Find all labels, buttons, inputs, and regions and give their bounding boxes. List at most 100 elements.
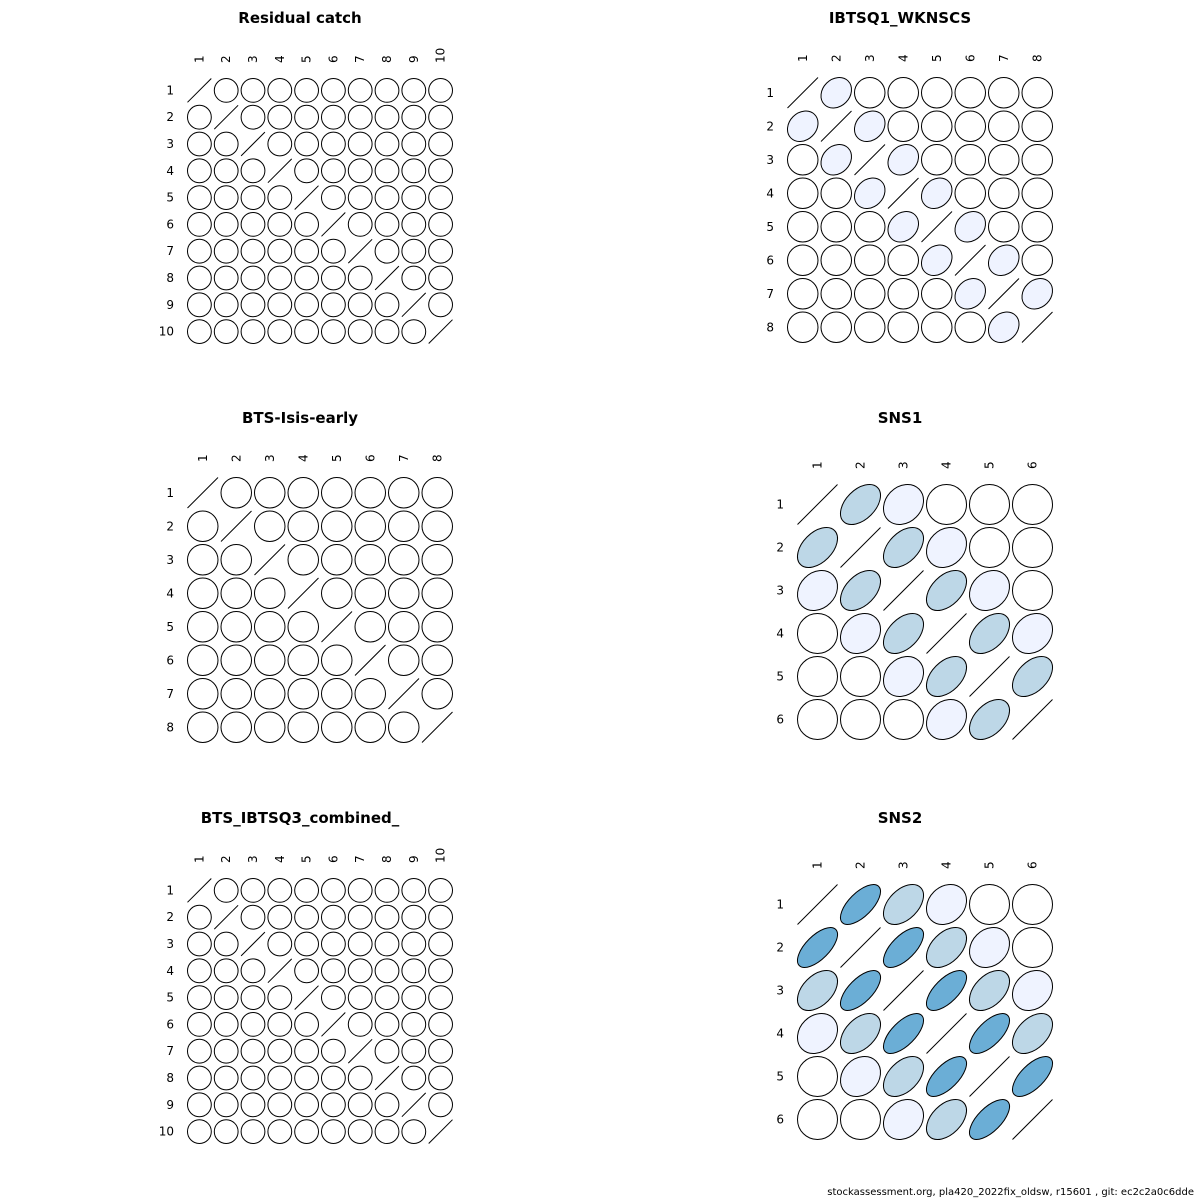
correlation-ellipse <box>254 678 286 710</box>
correlation-ellipse <box>787 144 819 176</box>
correlation-ellipse <box>354 678 386 710</box>
row-label: 4 <box>776 627 784 641</box>
correlation-ellipse <box>988 211 1020 243</box>
correlation-ellipse <box>954 211 986 243</box>
correlation-ellipse <box>186 104 212 130</box>
correlation-ellipse <box>213 1065 239 1091</box>
correlation-ellipse <box>428 104 454 130</box>
correlation-ellipse <box>1021 244 1053 276</box>
row-label: 3 <box>166 553 174 567</box>
correlation-ellipse <box>294 904 319 930</box>
correlation-ellipse <box>401 104 427 130</box>
diagonal-mark <box>883 970 924 1011</box>
row-label: 1 <box>776 898 784 912</box>
correlation-ellipse <box>401 1119 427 1144</box>
correlation-ellipse <box>354 544 386 576</box>
correlation-ellipse <box>186 931 212 957</box>
correlation-ellipse <box>1012 927 1053 968</box>
correlation-ellipse <box>388 611 420 643</box>
diagonal-mark <box>321 611 353 643</box>
correlation-ellipse <box>240 1012 266 1037</box>
diagonal-mark <box>374 1065 400 1091</box>
diagonal-mark <box>401 1092 427 1118</box>
correlation-ellipse <box>388 711 420 743</box>
correlation-ellipse <box>787 211 819 243</box>
correlation-ellipse <box>347 904 373 930</box>
diagonal-mark <box>347 238 373 264</box>
column-label: 1 <box>811 461 825 469</box>
correlation-ellipse <box>321 158 346 184</box>
correlation-ellipse <box>321 510 353 542</box>
diagonal-mark <box>187 78 212 103</box>
correlation-ellipse <box>428 265 454 291</box>
column-label: 10 <box>434 848 448 863</box>
correlation-ellipse <box>294 158 320 184</box>
correlation-ellipse <box>925 1099 967 1141</box>
column-label: 7 <box>353 55 367 63</box>
row-label: 9 <box>166 298 174 312</box>
correlation-ellipse <box>213 985 239 1010</box>
correlation-ellipse <box>220 477 252 509</box>
diagonal-mark <box>374 265 400 291</box>
column-label: 2 <box>219 855 233 863</box>
correlation-ellipse <box>839 570 881 612</box>
correlation-ellipse <box>267 319 293 345</box>
correlation-ellipse <box>320 1092 346 1118</box>
correlation-ellipse <box>187 644 219 676</box>
diagonal-mark <box>969 1056 1010 1097</box>
row-label: 4 <box>166 164 174 178</box>
correlation-ellipse <box>797 656 838 697</box>
panel-title: BTS_IBTSQ3_combined_ <box>201 809 400 827</box>
row-label: 4 <box>766 186 774 200</box>
correlation-ellipse <box>321 644 353 676</box>
row-label: 3 <box>166 137 174 151</box>
diagonal-mark <box>240 131 266 157</box>
correlation-ellipse <box>988 77 1020 109</box>
correlation-ellipse <box>401 131 427 157</box>
column-label: 6 <box>1026 861 1040 869</box>
row-label: 2 <box>166 110 174 124</box>
correlation-ellipse <box>374 878 400 903</box>
diagonal-mark <box>294 985 319 1010</box>
correlation-ellipse <box>347 292 373 318</box>
correlation-ellipse <box>213 238 239 264</box>
correlation-ellipse <box>820 177 852 209</box>
correlation-ellipse <box>1021 278 1053 310</box>
row-label: 5 <box>766 220 774 234</box>
column-label: 3 <box>246 855 260 863</box>
correlation-ellipse <box>240 104 266 130</box>
row-label: 7 <box>166 687 174 701</box>
panel-title: SNS1 <box>878 409 923 427</box>
column-label: 8 <box>430 454 444 462</box>
correlation-ellipse <box>321 678 353 710</box>
correlation-ellipse <box>926 698 968 740</box>
correlation-ellipse <box>294 319 320 345</box>
correlation-panel: BTS_IBTSQ3_combined_ 1 2 3 4 5 6 7 8 9 10 1 2 3 4 5 6 7 8 9… <box>159 809 453 1144</box>
row-label: 1 <box>166 883 174 897</box>
correlation-ellipse <box>968 1013 1010 1055</box>
correlation-ellipse <box>294 1012 319 1037</box>
row-label: 2 <box>776 941 784 955</box>
correlation-ellipse <box>797 1099 838 1140</box>
correlation-ellipse <box>320 958 346 984</box>
correlation-ellipse <box>1012 612 1054 654</box>
correlation-ellipse <box>421 477 453 509</box>
correlation-ellipse <box>1012 527 1053 568</box>
column-label: 7 <box>997 54 1011 62</box>
correlation-ellipse <box>854 77 886 109</box>
correlation-ellipse <box>321 544 353 576</box>
row-label: 3 <box>776 984 784 998</box>
correlation-ellipse <box>388 644 420 676</box>
correlation-ellipse <box>401 211 427 237</box>
diagonal-mark <box>926 613 967 654</box>
correlation-ellipse <box>428 185 454 211</box>
correlation-ellipse <box>321 238 346 264</box>
row-label: 1 <box>166 486 174 500</box>
correlation-ellipse <box>925 1056 967 1098</box>
correlation-panel: SNS2 1 2 3 4 5 6 1 2 3 4 5 6 <box>776 809 1054 1141</box>
row-label: 2 <box>776 541 784 555</box>
correlation-ellipse <box>1012 570 1053 611</box>
correlation-ellipse <box>213 131 239 157</box>
column-label: 8 <box>380 55 394 63</box>
correlation-ellipse <box>921 144 953 176</box>
